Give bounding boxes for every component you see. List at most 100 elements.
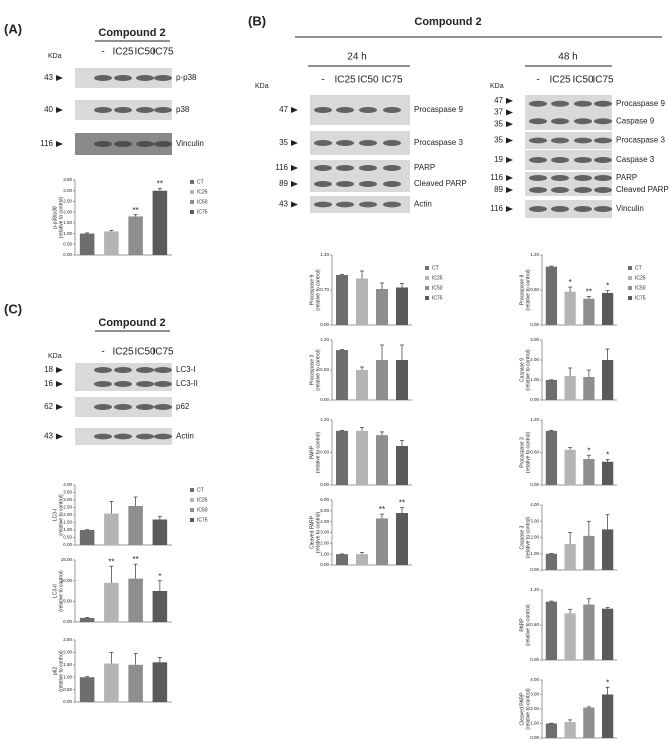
bar	[128, 664, 143, 702]
band	[314, 107, 332, 113]
bar	[602, 461, 614, 485]
marker-arrow	[56, 433, 63, 440]
band	[136, 107, 154, 113]
y-tick-label: 3.00	[530, 337, 539, 342]
bar	[336, 554, 348, 565]
band	[529, 118, 547, 125]
legend-label: IC75	[432, 295, 443, 301]
kda-marker: 62	[44, 402, 53, 411]
band	[154, 404, 172, 410]
marker-arrow	[291, 181, 298, 187]
band	[154, 141, 172, 147]
legend-label: IC50	[197, 199, 208, 205]
y-tick-label: 0.00	[320, 482, 329, 487]
protein-label: Caspase 9	[616, 116, 655, 125]
legend-swatch	[628, 276, 632, 280]
band	[383, 140, 401, 146]
band	[574, 100, 592, 107]
y-axis-label: (relative to control)	[315, 431, 321, 473]
bar	[396, 360, 408, 400]
band	[136, 75, 154, 81]
y-tick-label: 4.00	[530, 677, 539, 682]
significance: **	[108, 557, 114, 566]
y-tick-label: 2.00	[320, 541, 329, 546]
band	[94, 433, 112, 440]
y-tick-label: 1.00	[63, 674, 72, 679]
marker-arrow	[506, 175, 513, 181]
y-tick-label: 3.00	[63, 188, 72, 193]
y-tick-label: 0.00	[530, 322, 539, 327]
band	[114, 107, 132, 113]
significance: **	[399, 499, 405, 508]
band	[336, 140, 354, 146]
protein-label: Procaspase 9	[616, 99, 665, 108]
band	[136, 367, 154, 373]
band	[594, 100, 612, 107]
protein-label: PARP	[414, 163, 435, 172]
marker-arrow	[506, 206, 513, 212]
bar	[545, 723, 557, 738]
bar	[128, 578, 143, 622]
protein-label: LC3-I	[176, 365, 196, 374]
band	[529, 157, 547, 163]
kda-marker: 116	[490, 204, 503, 213]
band	[114, 367, 132, 373]
protein-label: Cleaved PARP	[414, 179, 467, 188]
y-tick-label: 2.50	[63, 637, 72, 642]
y-tick-label: 1.20	[320, 337, 329, 342]
kda-marker: 116	[275, 163, 288, 172]
bar	[583, 707, 595, 738]
kda-marker: 43	[44, 432, 53, 441]
lane-label: IC50	[134, 47, 156, 58]
kda-marker: 16	[44, 379, 53, 388]
y-tick-label: 3.50	[63, 490, 72, 495]
protein-label: p62	[176, 402, 190, 411]
legend-label: IC75	[197, 517, 208, 523]
band	[154, 107, 172, 113]
band	[551, 187, 569, 193]
marker-arrow	[291, 165, 298, 171]
bar	[128, 216, 143, 255]
y-axis-label: (relative to control)	[525, 688, 531, 730]
legend-swatch	[190, 508, 194, 512]
protein-label: p38	[176, 105, 190, 114]
kda-label: KDa	[255, 83, 269, 90]
band	[574, 187, 592, 193]
significance: **	[379, 505, 385, 514]
kda-marker: 116	[40, 139, 53, 148]
kda-marker: 37	[494, 108, 503, 117]
y-tick-label: 1.20	[530, 252, 539, 257]
bar	[602, 292, 614, 325]
significance: *	[158, 572, 161, 581]
protein-label: LC3-II	[176, 379, 198, 388]
y-axis-label: (relative to control)	[58, 494, 64, 536]
y-axis-label: PARP	[309, 445, 315, 459]
legend-swatch	[628, 266, 632, 270]
lane-label: IC75	[381, 75, 403, 86]
y-axis-label: (relative to control)	[315, 349, 321, 391]
legend-swatch	[190, 488, 194, 492]
lane-label: IC75	[592, 75, 614, 86]
lane-label: -	[536, 75, 539, 86]
legend-swatch	[425, 296, 429, 300]
bar	[583, 604, 595, 660]
band	[94, 404, 112, 410]
y-axis-label: (relative to control)	[525, 349, 531, 391]
protein-label: PARP	[616, 173, 637, 182]
y-tick-label: 3.00	[63, 497, 72, 502]
legend-label: IC25	[197, 189, 208, 195]
y-axis-label: (relative to control)	[525, 431, 531, 473]
protein-label: Cleaved PARP	[616, 185, 669, 194]
y-axis-label: Cleaved PARP	[309, 515, 315, 549]
panel-title: Compound 2	[98, 317, 165, 329]
significance: **	[133, 206, 139, 215]
bar	[545, 430, 557, 485]
lane-label: IC75	[152, 47, 174, 58]
protein-label: Procaspase 9	[414, 105, 463, 114]
bar	[545, 266, 557, 325]
y-tick-label: 1.00	[530, 551, 539, 556]
marker-arrow	[506, 137, 513, 144]
bar	[545, 601, 557, 660]
band	[94, 107, 112, 113]
y-tick-label: 0.00	[63, 542, 72, 547]
